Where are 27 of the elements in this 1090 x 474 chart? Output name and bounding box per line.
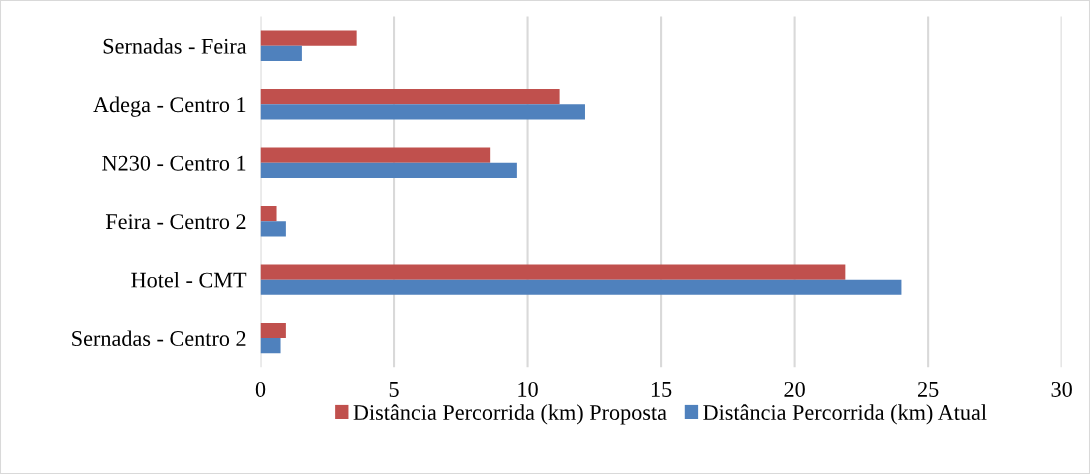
y-tick-label: Adega - Centro 1 xyxy=(93,96,246,117)
x-tick-label: 30 xyxy=(1051,381,1072,397)
x-tick-label: 10 xyxy=(518,381,538,397)
y-tick-label: N230 - Centro 1 xyxy=(102,155,246,171)
bar xyxy=(260,104,585,120)
bar xyxy=(260,264,846,280)
bar xyxy=(260,322,286,339)
bar xyxy=(260,30,357,46)
bar xyxy=(260,89,560,105)
bar xyxy=(260,221,286,237)
y-tick-label: Sernadas - Centro 2 xyxy=(72,330,246,347)
legend-label: Distância Percorrida (km) Atual xyxy=(703,404,987,425)
bar xyxy=(260,147,491,163)
x-tick-label: 15 xyxy=(651,381,672,397)
bar xyxy=(260,206,277,222)
x-tick-label: 25 xyxy=(918,381,939,397)
bar xyxy=(260,162,517,178)
x-tick-label: 20 xyxy=(784,381,805,397)
y-tick-label: Sernadas - Feira xyxy=(103,38,247,54)
bar xyxy=(260,45,302,62)
bar xyxy=(260,279,902,295)
x-tick-label: 5 xyxy=(389,382,399,397)
y-tick-label: Hotel - CMT xyxy=(131,271,247,288)
x-tick-label: 0 xyxy=(255,381,266,397)
legend-label: Distância Percorrida (km) Proposta xyxy=(353,404,667,425)
bar xyxy=(260,338,281,354)
y-tick-label: Feira - Centro 2 xyxy=(105,214,246,230)
